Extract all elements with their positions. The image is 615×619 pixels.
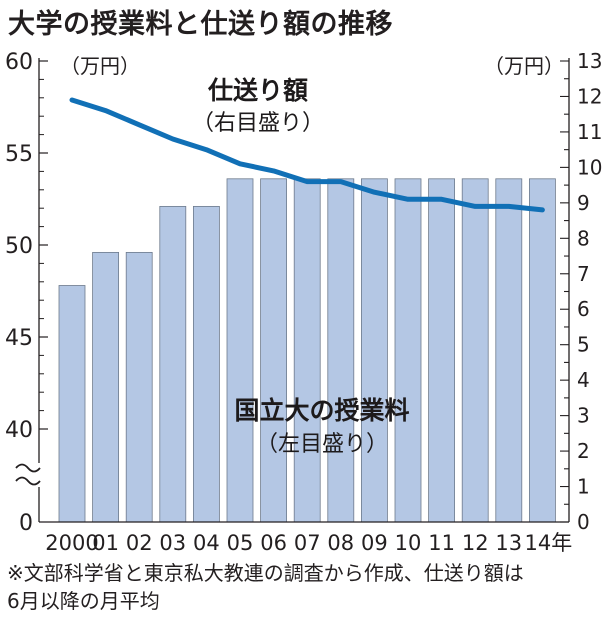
x-tick-label: 2000 (45, 531, 98, 555)
bar-axis-note: （左目盛り） (256, 432, 388, 457)
left-tick-label: 40 (5, 418, 33, 443)
bar-14年 (529, 178, 556, 523)
x-tick-label: 10 (395, 531, 422, 555)
left-tick-label: 50 (5, 234, 33, 259)
bar-06 (260, 178, 288, 523)
bar-13 (495, 178, 523, 523)
right-tick-label: 11 (577, 120, 602, 144)
bar-11 (428, 178, 456, 523)
line-axis-note: （右目盛り） (192, 111, 324, 136)
source-note-line-1: ※文部科学省と東京私大教連の調査から作成、仕送り額は (7, 561, 524, 585)
right-tick-label: 9 (577, 191, 590, 215)
x-tick-label: 08 (327, 531, 354, 555)
x-tick-label: 06 (260, 531, 287, 555)
series-line-allowance (69, 97, 545, 213)
right-tick-label: 7 (577, 262, 590, 286)
x-tick-label: 13 (495, 531, 522, 555)
bar-03 (159, 205, 187, 523)
bar-08 (327, 178, 355, 523)
x-tick-label: 01 (92, 531, 119, 555)
line-series-label: 仕送り額 (207, 76, 308, 105)
source-note: ※文部科学省と東京私大教連の調査から作成、仕送り額は 6月以降の月平均 (7, 559, 607, 615)
x-tick-label: 14年 (525, 531, 573, 555)
right-tick-label: 0 (577, 510, 590, 534)
right-tick-label: 10 (577, 155, 602, 179)
x-tick-label: 04 (193, 531, 220, 555)
axis-break-mark (15, 463, 41, 486)
x-tick-label: 05 (227, 531, 254, 555)
right-tick-label: 13 (577, 49, 602, 73)
left-tick-label: 60 (5, 50, 33, 75)
bar-10 (394, 178, 422, 523)
right-tick-label: 2 (577, 439, 590, 463)
bar-01 (92, 251, 119, 523)
bar-2000 (58, 285, 86, 523)
bar-12 (461, 178, 489, 523)
left-axis-unit: （万円） (60, 54, 140, 78)
left-tick-label: 45 (5, 326, 33, 351)
right-tick-label: 12 (577, 85, 602, 109)
right-tick-label: 5 (577, 333, 590, 357)
x-tick-label: 11 (428, 531, 455, 555)
bar-series-label: 国立大の授業料 (234, 396, 409, 425)
bar-09 (360, 178, 388, 523)
x-tick-label: 07 (294, 531, 321, 555)
axes-group (15, 58, 570, 523)
right-tick-label: 3 (577, 404, 590, 428)
left-tick-label: 0 (19, 511, 33, 536)
right-tick-label: 1 (577, 475, 590, 499)
x-tick-label: 12 (462, 531, 489, 555)
bar-group (58, 178, 556, 523)
source-note-line-2: 6月以降の月平均 (7, 589, 160, 613)
x-tick-label: 02 (126, 531, 153, 555)
right-tick-label: 8 (577, 226, 590, 250)
right-tick-label: 6 (577, 297, 590, 321)
bar-02 (125, 251, 153, 523)
right-tick-label: 4 (577, 368, 590, 392)
bar-07 (293, 178, 321, 523)
left-tick-label: 55 (5, 142, 33, 167)
bar-04 (192, 205, 220, 523)
line-group (69, 97, 545, 213)
chart-title: 大学の授業料と仕送り額の推移 (8, 9, 393, 40)
x-tick-label: 03 (159, 531, 186, 555)
right-axis-unit: （万円） (484, 54, 564, 78)
bar-05 (226, 178, 254, 523)
x-tick-label: 09 (361, 531, 388, 555)
